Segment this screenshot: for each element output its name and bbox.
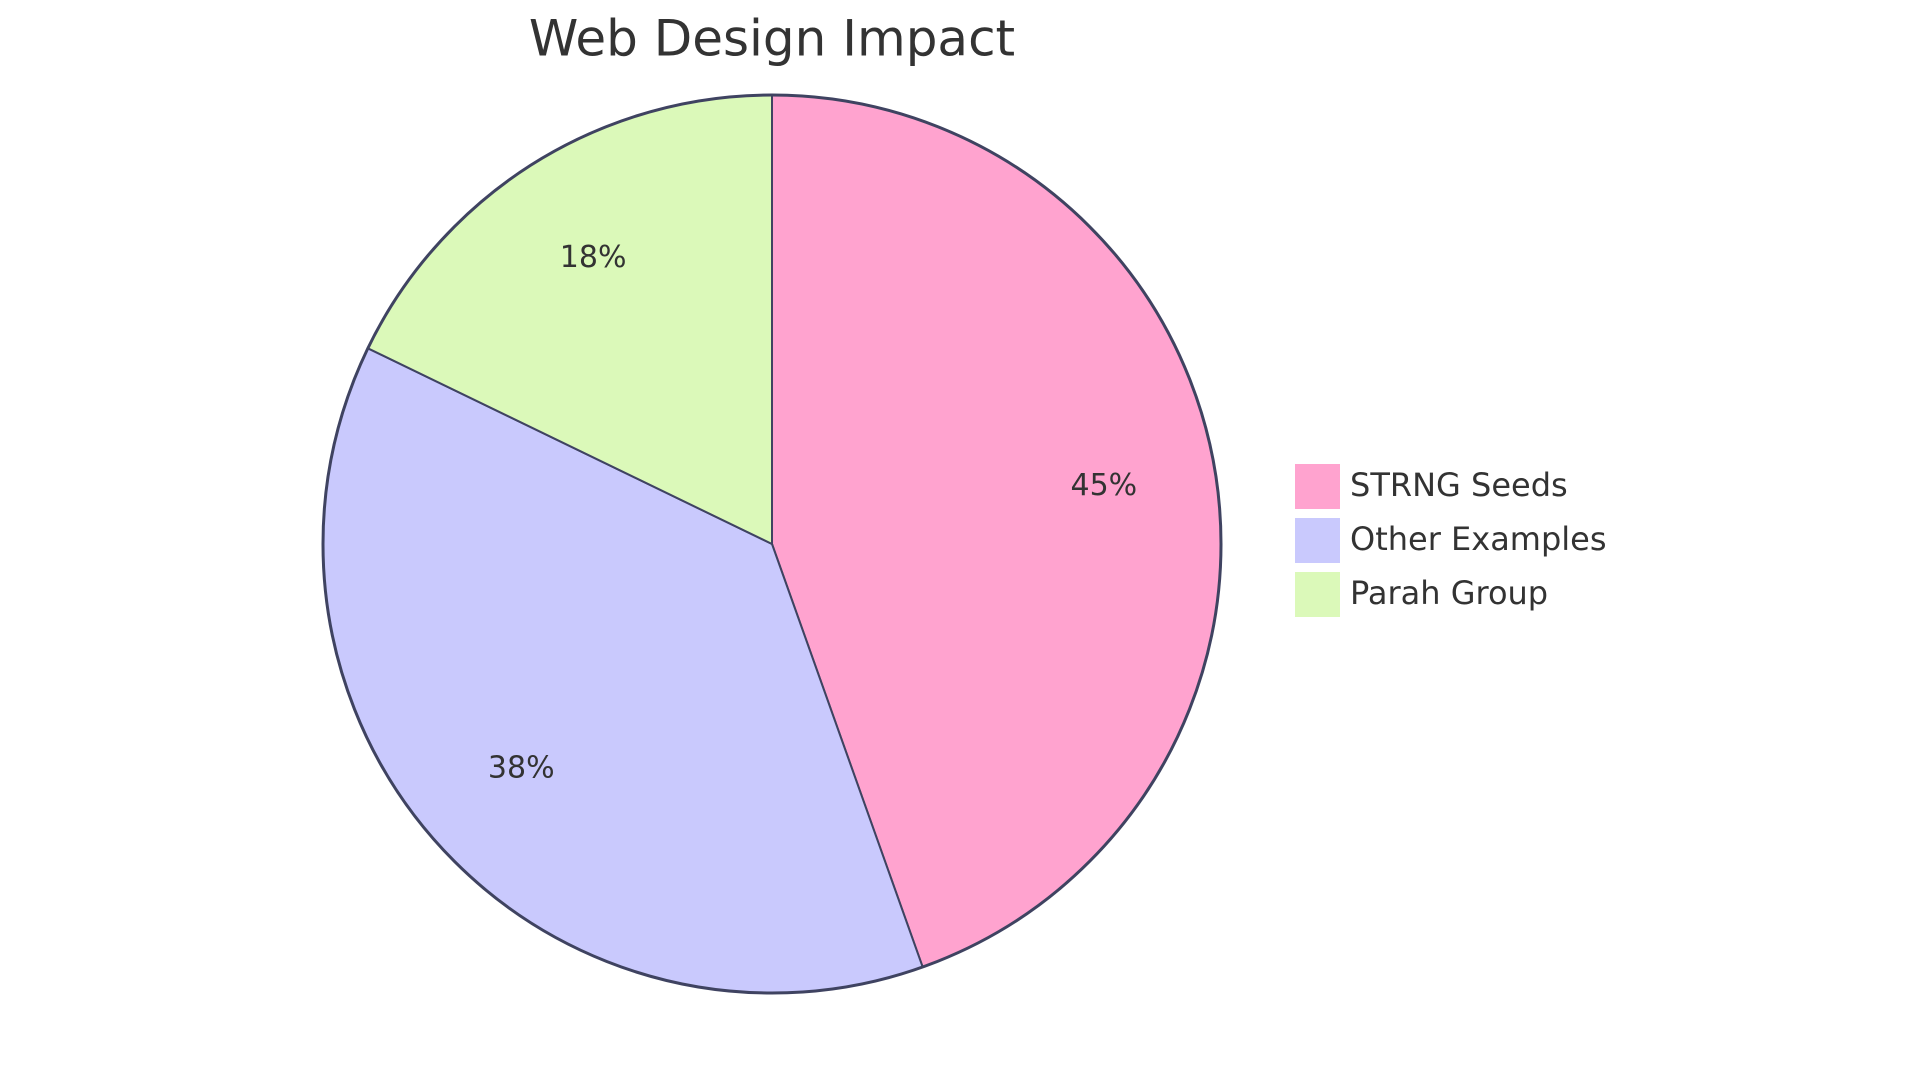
data-label: 38% xyxy=(488,750,555,785)
legend-label: Parah Group xyxy=(1350,574,1548,612)
chart-title: Web Design Impact xyxy=(529,10,1015,68)
legend-swatch xyxy=(1295,518,1340,563)
legend-swatch xyxy=(1295,572,1340,617)
data-label: 45% xyxy=(1070,468,1137,503)
data-label: 18% xyxy=(560,240,627,275)
legend-label: STRNG Seeds xyxy=(1350,466,1568,504)
legend-swatch xyxy=(1295,464,1340,509)
legend-label: Other Examples xyxy=(1350,520,1607,558)
pie-outline xyxy=(321,93,1223,995)
